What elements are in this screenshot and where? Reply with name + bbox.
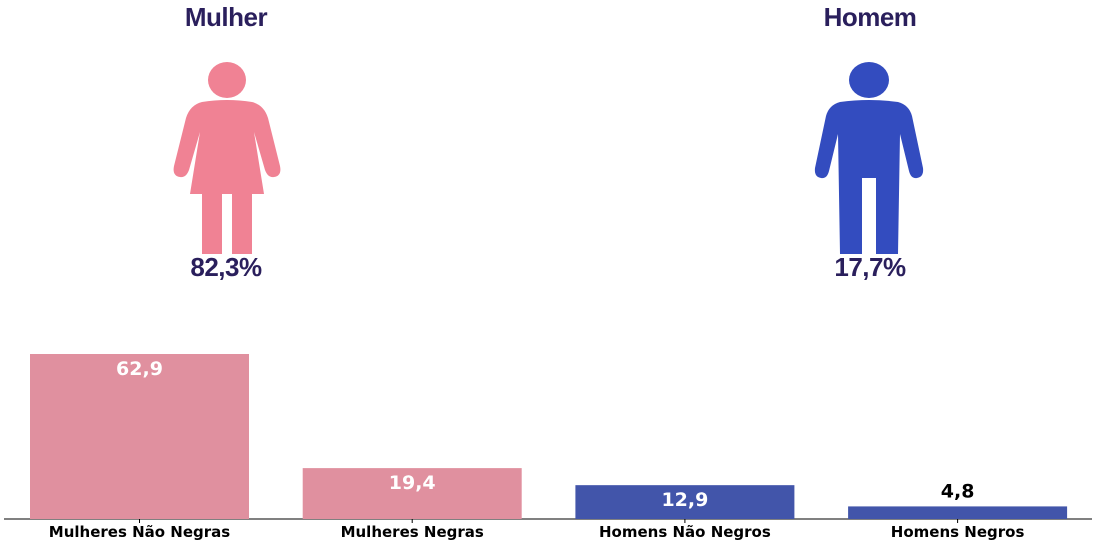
- woman-icon: [173, 62, 281, 254]
- bar-value-label: 4,8: [941, 480, 975, 502]
- category-label: Homens Não Negros: [599, 523, 771, 541]
- bar-2: [575, 485, 795, 519]
- category-label: Mulheres Negras: [341, 523, 484, 541]
- category-label: Homens Negros: [891, 523, 1025, 541]
- men-percentage: 17,7%: [834, 252, 906, 282]
- bar-value-label: 62,9: [116, 358, 163, 380]
- men-title: Homem: [823, 2, 917, 32]
- women-percentage: 82,3%: [190, 252, 262, 282]
- women-title: Mulher: [184, 2, 268, 32]
- category-label: Mulheres Não Negras: [49, 523, 231, 541]
- bar-0: [30, 354, 249, 519]
- bar-3: [848, 506, 1068, 519]
- man-icon: [814, 62, 924, 254]
- bar-1: [302, 468, 522, 519]
- bar-value-label: 19,4: [389, 472, 436, 494]
- bar-value-label: 12,9: [661, 489, 708, 511]
